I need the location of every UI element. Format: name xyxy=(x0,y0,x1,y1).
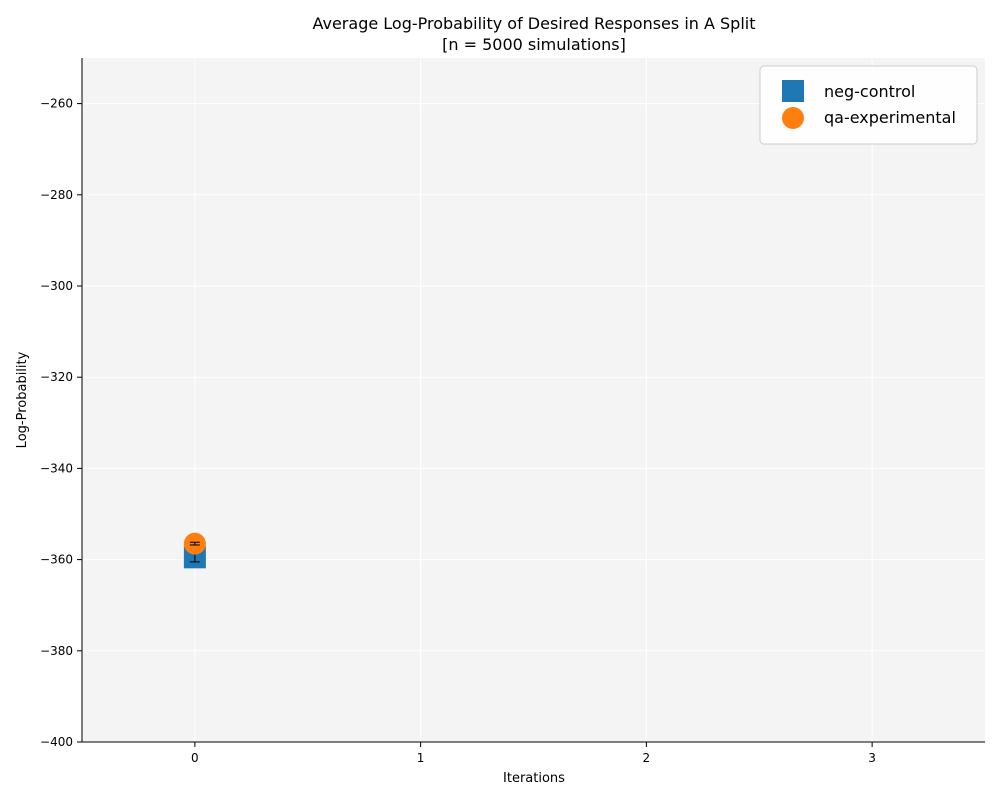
y-tick-label: −280 xyxy=(40,188,73,202)
y-tick-label: −360 xyxy=(40,553,73,567)
x-axis-label: Iterations xyxy=(503,771,565,786)
legend-box xyxy=(759,65,978,145)
y-tick-label: −380 xyxy=(40,644,73,658)
marker-layer xyxy=(183,532,206,569)
y-tick-label: −340 xyxy=(40,461,73,475)
legend: neg-control qa-experimental xyxy=(759,65,978,145)
y-tick-label: −320 xyxy=(40,370,73,384)
legend-marker-neg-control xyxy=(782,80,804,102)
x-ticks: 0 1 2 3 xyxy=(191,742,876,765)
legend-label-qa-experimental: qa-experimental xyxy=(824,108,956,127)
plot-area xyxy=(82,58,985,742)
chart-title: Average Log-Probability of Desired Respo… xyxy=(312,14,755,33)
x-tick-label: 0 xyxy=(191,751,199,765)
y-tick-label: −300 xyxy=(40,279,73,293)
x-tick-label: 2 xyxy=(643,751,651,765)
y-tick-label: −400 xyxy=(40,735,73,749)
x-tick-label: 3 xyxy=(868,751,876,765)
y-tick-label: −260 xyxy=(40,97,73,111)
legend-marker-qa-experimental xyxy=(782,107,804,129)
legend-label-neg-control: neg-control xyxy=(824,82,915,101)
chart-subtitle: [n = 5000 simulations] xyxy=(442,35,626,54)
y-axis-label: Log-Probability xyxy=(15,351,30,448)
x-tick-label: 1 xyxy=(417,751,425,765)
y-ticks: −400 −380 −360 −340 −320 −300 −280 −260 xyxy=(40,97,82,749)
